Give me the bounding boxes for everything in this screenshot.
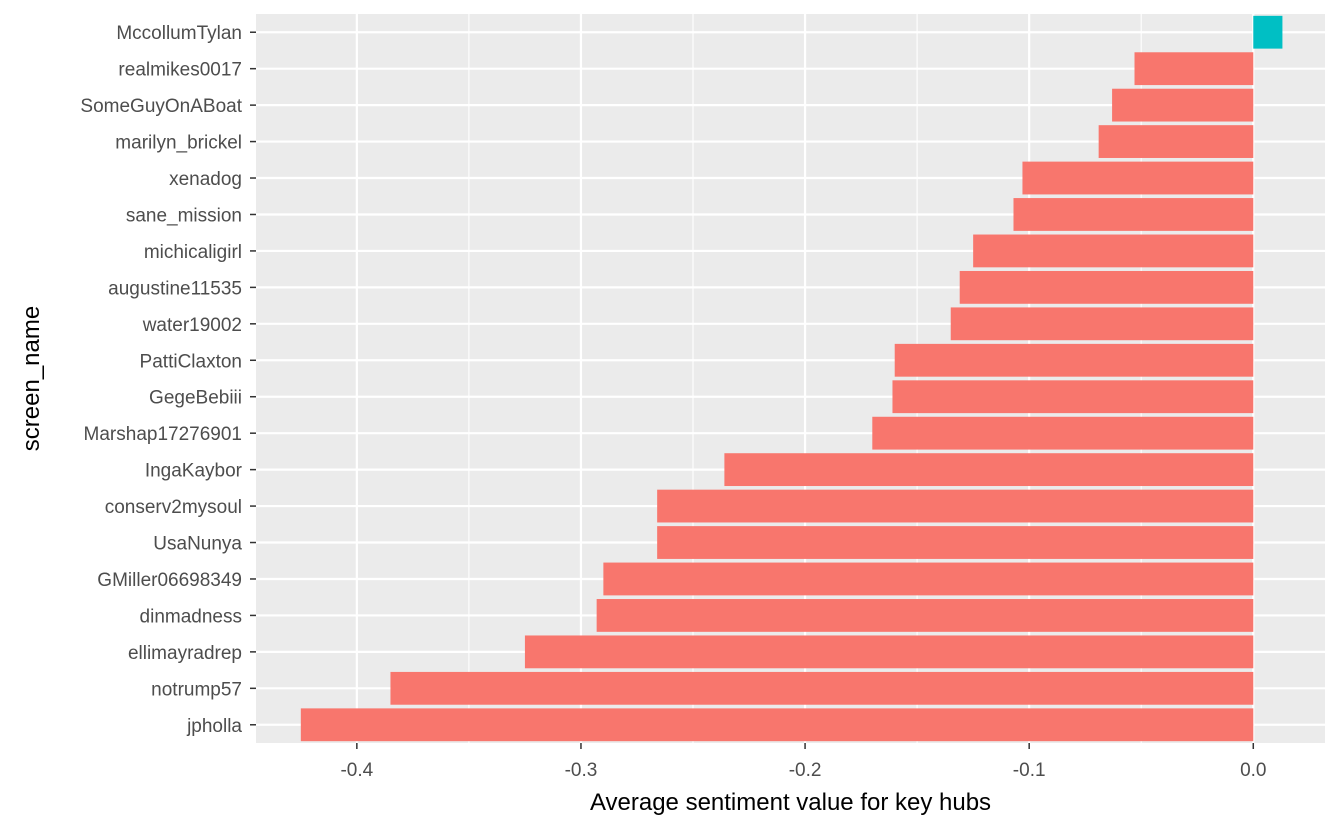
bar-marilyn_brickel [1098, 125, 1254, 158]
bar-GMiller06698349 [603, 562, 1254, 596]
y-tick-label: dinmadness [140, 606, 242, 627]
y-tick-label: GMiller06698349 [97, 570, 242, 591]
y-tick-label: Marshap17276901 [84, 424, 242, 445]
y-tick-label: SomeGuyOnABoat [80, 96, 242, 117]
plot-panel [256, 14, 1325, 743]
x-axis-title: Average sentiment value for key hubs [590, 789, 991, 816]
bar-UsaNunya [657, 526, 1254, 559]
y-tick-label: MccollumTylan [116, 23, 242, 44]
x-axis-labels: -0.4 -0.3 -0.2 -0.1 0.0 [340, 760, 1266, 781]
y-tick-label: xenadog [169, 169, 242, 190]
y-tick-label: water19002 [142, 315, 242, 336]
bar-xenadog [1022, 161, 1254, 195]
y-tick-label: conserv2mysoul [105, 497, 242, 518]
y-tick-label: notrump57 [151, 679, 242, 700]
x-tick-label: -0.2 [789, 760, 822, 781]
y-axis-title: screen_name [18, 306, 45, 451]
bar-water19002 [950, 307, 1254, 341]
x-axis-ticks [356, 743, 1255, 749]
bar-MccollumTylan [1253, 15, 1283, 49]
y-tick-label: UsaNunya [153, 534, 242, 555]
bar-jpholla [300, 708, 1254, 742]
x-tick-label: -0.3 [565, 760, 598, 781]
y-tick-label: IngaKaybor [145, 461, 243, 482]
bar-conserv2mysoul [657, 489, 1254, 523]
bar-Marshap17276901 [872, 416, 1254, 450]
y-tick-label: jpholla [186, 716, 242, 737]
bars [300, 15, 1283, 742]
y-tick-label: augustine11535 [108, 278, 242, 299]
x-tick-label: -0.4 [340, 760, 373, 781]
bar-ellimayradrep [524, 635, 1254, 669]
y-axis-ticks [250, 31, 256, 726]
bar-SomeGuyOnABoat [1112, 88, 1254, 122]
bar-sane_mission [1013, 198, 1254, 231]
y-tick-label: PattiClaxton [140, 351, 242, 372]
bar-realmikes0017 [1134, 52, 1254, 86]
y-tick-label: ellimayradrep [128, 643, 242, 664]
x-tick-label: 0.0 [1240, 760, 1266, 781]
bar-michicaligirl [973, 234, 1254, 268]
bar-augustine11535 [959, 270, 1254, 304]
bar-PattiClaxton [894, 343, 1254, 377]
y-tick-label: sane_mission [126, 205, 242, 226]
bar-IngaKaybor [724, 453, 1254, 487]
y-tick-label: realmikes0017 [118, 60, 242, 81]
y-axis-labels: MccollumTylan realmikes0017 SomeGuyOnABoat… [80, 23, 242, 737]
bar-GegeBebiii [892, 380, 1254, 414]
bar-notrump57 [390, 671, 1254, 705]
y-tick-label: GegeBebiii [149, 388, 242, 409]
y-tick-label: michicaligirl [144, 242, 242, 263]
y-tick-label: marilyn_brickel [115, 133, 242, 154]
x-tick-label: -0.1 [1013, 760, 1046, 781]
bar-dinmadness [596, 599, 1254, 632]
